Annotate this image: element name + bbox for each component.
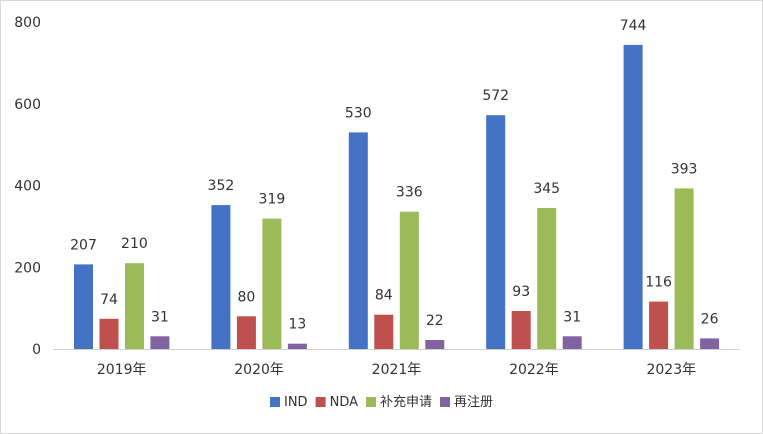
data-label: 210 xyxy=(121,236,148,252)
bars xyxy=(74,44,720,350)
bar xyxy=(674,188,694,349)
bar xyxy=(74,264,93,349)
data-label: 93 xyxy=(512,284,530,300)
y-axis: 0 200 400 600 800 xyxy=(14,15,41,358)
legend-label: 再注册 xyxy=(454,395,493,410)
data-label: 80 xyxy=(237,289,255,305)
legend-item: 补充申请 xyxy=(366,394,432,410)
bar xyxy=(399,211,419,349)
data-label: 84 xyxy=(375,288,393,304)
bar xyxy=(150,336,170,349)
bar xyxy=(125,263,144,349)
data-label: 74 xyxy=(100,292,118,308)
data-label: 116 xyxy=(645,275,672,291)
bar xyxy=(700,338,720,349)
bar xyxy=(262,218,282,349)
bar xyxy=(562,336,582,349)
x-axis: 2019年 2020年 2021年 2022年 2023年 xyxy=(97,362,696,378)
bar xyxy=(374,314,394,349)
bar xyxy=(623,44,643,350)
x-tick-label: 2022年 xyxy=(509,362,559,378)
bar xyxy=(649,301,669,349)
y-tick-label: 800 xyxy=(14,15,41,31)
data-label: 13 xyxy=(288,317,306,333)
x-tick-label: 2023年 xyxy=(646,362,696,378)
x-tick-label: 2019年 xyxy=(97,362,147,378)
y-tick-label: 600 xyxy=(14,97,41,113)
bar xyxy=(537,208,557,349)
legend-item: 再注册 xyxy=(440,395,493,410)
data-label: 744 xyxy=(620,18,647,34)
data-label: 207 xyxy=(70,237,97,253)
data-label: 31 xyxy=(151,309,169,325)
data-label: 31 xyxy=(563,309,581,325)
y-tick-label: 200 xyxy=(14,260,41,276)
bar xyxy=(99,318,119,349)
data-label: 345 xyxy=(533,181,560,197)
y-tick-label: 400 xyxy=(14,179,41,195)
legend-label: 补充申请 xyxy=(380,394,432,410)
data-label: 22 xyxy=(426,313,444,329)
y-tick-label: 0 xyxy=(32,342,41,358)
legend-swatch xyxy=(270,397,280,407)
data-label: 572 xyxy=(482,88,509,104)
bar xyxy=(287,343,307,349)
data-label: 336 xyxy=(396,185,423,201)
data-label: 352 xyxy=(208,178,235,194)
bar xyxy=(348,132,368,349)
data-label: 393 xyxy=(671,161,698,177)
legend-label: IND xyxy=(284,395,308,410)
legend: IND NDA 补充申请 再注册 xyxy=(270,394,493,410)
bar xyxy=(425,340,445,349)
data-labels: 207 74 210 31 352 80 319 13 530 84 336 22 572 93 345 31… xyxy=(70,18,718,333)
legend-swatch xyxy=(315,397,326,407)
x-tick-label: 2021年 xyxy=(372,362,422,378)
legend-label: NDA xyxy=(330,395,359,410)
bar xyxy=(236,316,256,349)
x-tick-label: 2020年 xyxy=(234,362,284,378)
legend-swatch xyxy=(440,397,450,407)
legend-item: IND xyxy=(270,395,308,410)
legend-item: NDA xyxy=(315,395,359,410)
legend-swatch xyxy=(366,397,376,407)
data-label: 319 xyxy=(259,192,286,208)
bar xyxy=(211,205,231,349)
data-label: 26 xyxy=(701,311,719,327)
bar xyxy=(486,115,506,349)
data-label: 530 xyxy=(345,105,372,121)
bar xyxy=(511,311,531,349)
